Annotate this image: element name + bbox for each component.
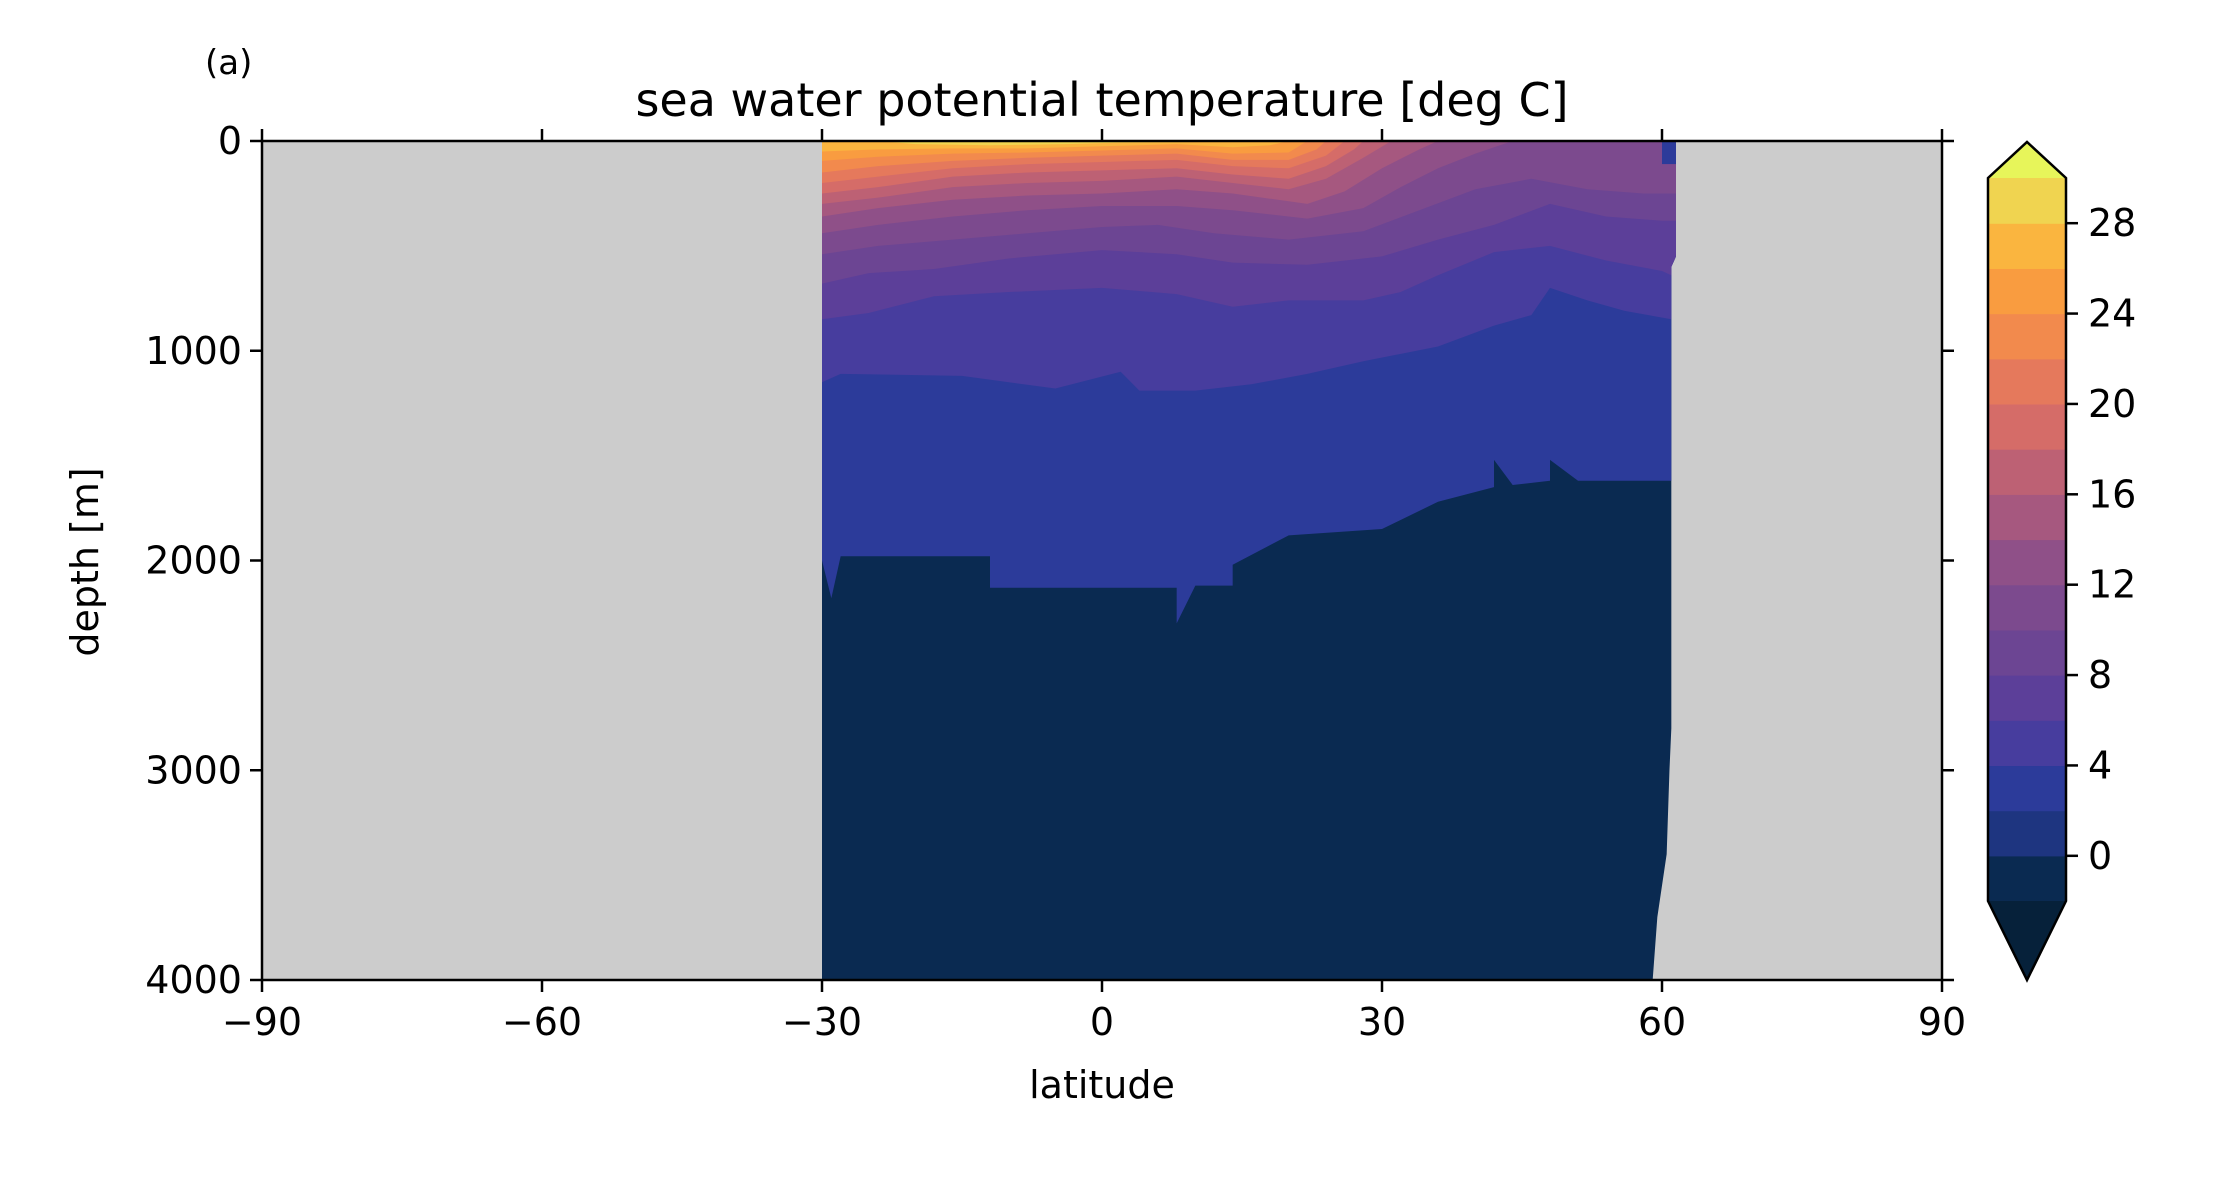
- colorbar-band: [1988, 358, 2066, 405]
- colorbar-band: [1988, 855, 2066, 902]
- colorbar-band: [1988, 449, 2066, 495]
- colorbar-band: [1988, 313, 2066, 360]
- colorbar-band: [1988, 584, 2066, 631]
- x-axis: −90 −60 −30 0 30 60 90: [222, 129, 1966, 1044]
- colorbar-tick-label: 8: [2088, 653, 2112, 697]
- x-tick-label: −60: [502, 1000, 582, 1044]
- colorbar-tick-label: 28: [2088, 201, 2136, 245]
- x-tick-label: 0: [1090, 1000, 1114, 1044]
- colorbar-band: [1988, 539, 2066, 586]
- y-tick-label: 4000: [145, 958, 242, 1002]
- colorbar-band: [1988, 494, 2066, 541]
- colorbar-extend-under: [1988, 901, 2066, 980]
- colorbar-band: [1988, 268, 2066, 315]
- colorbar-tick-label: 16: [2088, 472, 2136, 516]
- y-tick-label: 1000: [145, 329, 242, 373]
- x-tick-label: 60: [1638, 1000, 1686, 1044]
- colorbar-outline: [1986, 140, 2068, 983]
- colorbar-band: [1988, 223, 2066, 269]
- colorbar-band: [1988, 178, 2066, 224]
- y-tick-label: 0: [218, 119, 242, 163]
- colorbar-band: [1988, 403, 2066, 450]
- colorbar-band: [1988, 720, 2066, 767]
- x-tick-label: 90: [1918, 1000, 1966, 1044]
- cold-surface-patch: [1662, 141, 1676, 165]
- y-axis: 0 1000 2000 3000 4000: [145, 119, 1954, 1002]
- colorbar-tick-label: 20: [2088, 382, 2136, 426]
- colorbar: 0 4 8 12 16 20 24 28: [1986, 140, 2136, 983]
- panel-label: (a): [205, 43, 252, 83]
- colorbar-band: [1988, 810, 2066, 857]
- y-axis-label: depth [m]: [63, 467, 107, 656]
- colorbar-tick-label: 0: [2088, 834, 2112, 878]
- chart-title: sea water potential temperature [deg C]: [635, 73, 1568, 127]
- x-axis-label: latitude: [1029, 1063, 1175, 1107]
- x-tick-label: −30: [782, 1000, 862, 1044]
- colorbar-band: [1988, 675, 2066, 721]
- x-tick-label: 30: [1358, 1000, 1406, 1044]
- colorbar-band: [1988, 765, 2066, 812]
- colorbar-tick-label: 24: [2088, 292, 2136, 336]
- colorbar-tick-label: 4: [2088, 743, 2112, 787]
- y-tick-label: 3000: [145, 748, 242, 792]
- y-tick-label: 2000: [145, 539, 242, 583]
- temperature-field: [822, 141, 1676, 980]
- x-tick-label: −90: [222, 1000, 302, 1044]
- colorbar-tick-label: 12: [2088, 563, 2136, 607]
- colorbar-extend-over: [1988, 142, 2066, 178]
- colorbar-band: [1988, 629, 2066, 676]
